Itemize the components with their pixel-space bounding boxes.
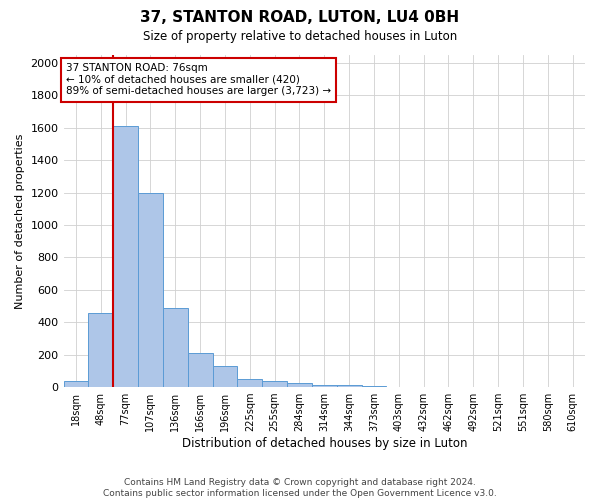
Bar [312, 384, 337, 387]
Bar [212, 366, 238, 387]
Bar [362, 386, 386, 387]
Bar [88, 312, 113, 387]
Text: Contains HM Land Registry data © Crown copyright and database right 2024.
Contai: Contains HM Land Registry data © Crown c… [103, 478, 497, 498]
Bar [163, 308, 188, 387]
Bar [113, 126, 138, 387]
X-axis label: Distribution of detached houses by size in Luton: Distribution of detached houses by size … [182, 437, 467, 450]
Bar [337, 386, 362, 387]
Text: 37, STANTON ROAD, LUTON, LU4 0BH: 37, STANTON ROAD, LUTON, LU4 0BH [140, 10, 460, 25]
Bar [262, 380, 287, 387]
Bar [138, 192, 163, 387]
Bar [188, 353, 212, 387]
Y-axis label: Number of detached properties: Number of detached properties [15, 134, 25, 308]
Bar [238, 379, 262, 387]
Bar [64, 382, 88, 387]
Text: Size of property relative to detached houses in Luton: Size of property relative to detached ho… [143, 30, 457, 43]
Text: 37 STANTON ROAD: 76sqm
← 10% of detached houses are smaller (420)
89% of semi-de: 37 STANTON ROAD: 76sqm ← 10% of detached… [66, 63, 331, 96]
Bar [287, 383, 312, 387]
